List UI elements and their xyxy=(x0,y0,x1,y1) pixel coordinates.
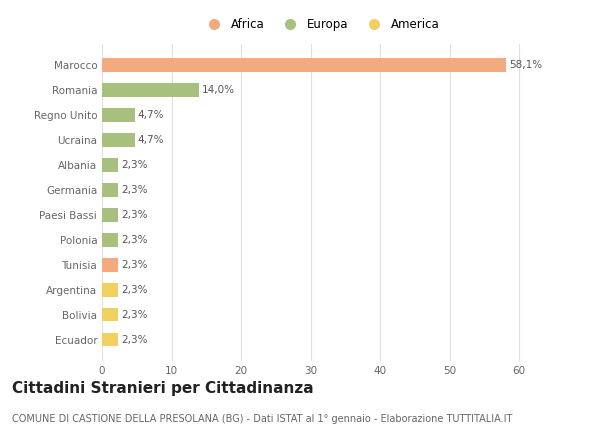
Bar xyxy=(102,283,118,297)
Bar xyxy=(102,108,134,122)
Bar xyxy=(102,233,118,247)
Text: 2,3%: 2,3% xyxy=(121,285,147,295)
Text: 2,3%: 2,3% xyxy=(121,235,147,245)
Bar xyxy=(102,83,199,97)
Bar xyxy=(102,208,118,222)
Bar xyxy=(102,333,118,346)
Text: Cittadini Stranieri per Cittadinanza: Cittadini Stranieri per Cittadinanza xyxy=(12,381,314,396)
Text: 2,3%: 2,3% xyxy=(121,185,147,195)
Bar xyxy=(102,183,118,197)
Bar xyxy=(102,59,506,72)
Bar xyxy=(102,158,118,172)
Bar xyxy=(102,258,118,271)
Text: 14,0%: 14,0% xyxy=(202,85,235,95)
Bar xyxy=(102,133,134,147)
Text: 4,7%: 4,7% xyxy=(137,110,164,120)
Text: 2,3%: 2,3% xyxy=(121,210,147,220)
Bar xyxy=(102,308,118,322)
Text: 2,3%: 2,3% xyxy=(121,310,147,319)
Text: 58,1%: 58,1% xyxy=(509,60,542,70)
Text: COMUNE DI CASTIONE DELLA PRESOLANA (BG) - Dati ISTAT al 1° gennaio - Elaborazion: COMUNE DI CASTIONE DELLA PRESOLANA (BG) … xyxy=(12,414,512,424)
Text: 2,3%: 2,3% xyxy=(121,260,147,270)
Text: 2,3%: 2,3% xyxy=(121,334,147,345)
Legend: Africa, Europa, America: Africa, Europa, America xyxy=(202,18,440,31)
Text: 4,7%: 4,7% xyxy=(137,135,164,145)
Text: 2,3%: 2,3% xyxy=(121,160,147,170)
